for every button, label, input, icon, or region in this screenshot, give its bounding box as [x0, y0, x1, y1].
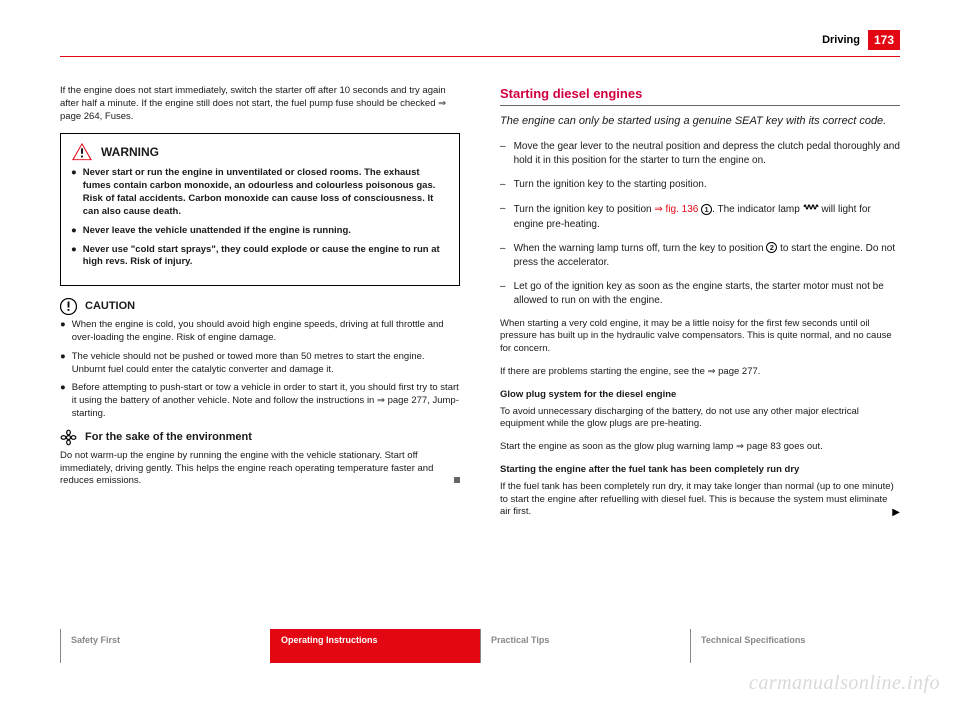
footer-tab-operating[interactable]: Operating Instructions — [270, 629, 480, 663]
warning-box: WARNING ●Never start or run the engine i… — [60, 133, 460, 286]
header-rule — [60, 56, 900, 57]
step-item: –Move the gear lever to the neutral posi… — [500, 140, 900, 168]
glow-coil-icon — [803, 202, 819, 217]
noise-note: When starting a very cold engine, it may… — [500, 318, 900, 356]
warning-text: Never use "cold start sprays", they coul… — [83, 244, 449, 270]
warning-text: Never leave the vehicle unattended if th… — [83, 225, 351, 238]
caution-title: CAUTION — [85, 299, 135, 314]
position-badge: 2 — [766, 242, 777, 253]
page-number: 173 — [868, 30, 900, 50]
step-item: – Turn the ignition key to position ⇒ fi… — [500, 202, 900, 231]
warning-title: WARNING — [101, 144, 159, 160]
warning-item: ●Never start or run the engine in unvent… — [71, 167, 449, 218]
step-text: When the warning lamp turns off, turn th… — [514, 242, 900, 270]
position-badge: 1 — [701, 204, 712, 215]
caution-item: ●The vehicle should not be pushed or tow… — [60, 351, 460, 377]
footer-tab-safety[interactable]: Safety First — [60, 629, 270, 663]
warning-header: WARNING — [71, 142, 449, 161]
caution-circle-icon — [60, 298, 77, 315]
warning-item: ●Never use "cold start sprays", they cou… — [71, 244, 449, 270]
footer-nav: Safety First Operating Instructions Prac… — [60, 629, 900, 663]
right-column: Starting diesel engines The engine can o… — [500, 85, 900, 529]
caution-item: ●When the engine is cold, you should avo… — [60, 319, 460, 345]
dash-icon: – — [500, 242, 506, 270]
footer-tab-specs[interactable]: Technical Specifications — [690, 629, 900, 663]
footer-tab-practical[interactable]: Practical Tips — [480, 629, 690, 663]
bullet-dot-icon: ● — [60, 319, 66, 345]
left-column: If the engine does not start immediately… — [60, 85, 460, 529]
page-header: Driving 173 — [60, 30, 900, 50]
dash-icon: – — [500, 280, 506, 308]
bullet-dot-icon: ● — [71, 244, 77, 270]
dry-text: If the fuel tank has been completely run… — [500, 481, 894, 518]
intro-para: If the engine does not start immediately… — [60, 85, 460, 123]
warning-triangle-icon — [71, 142, 93, 161]
environment-text: Do not warm-up the engine by running the… — [60, 450, 460, 488]
continue-arrow-icon: ▶ — [892, 506, 900, 520]
step3-a: Turn the ignition key to position — [514, 205, 655, 216]
dash-icon: – — [500, 178, 506, 192]
env-body: Do not warm-up the engine by running the… — [60, 450, 433, 487]
section-intro: The engine can only be started using a g… — [500, 114, 900, 129]
dash-icon: – — [500, 140, 506, 168]
caution-item: ●Before attempting to push-start or tow … — [60, 382, 460, 420]
section-end-icon — [454, 477, 460, 483]
flower-icon — [60, 429, 77, 446]
dash-icon: – — [500, 202, 506, 231]
glow-p1: To avoid unnecessary discharging of the … — [500, 406, 900, 432]
step-item: – When the warning lamp turns off, turn … — [500, 242, 900, 270]
caution-text: Before attempting to push-start or tow a… — [72, 382, 460, 420]
warning-text: Never start or run the engine in unventi… — [83, 167, 449, 218]
environment-title: For the sake of the environment — [85, 430, 252, 445]
glow-p2: Start the engine as soon as the glow plu… — [500, 441, 900, 454]
warning-item: ● Never leave the vehicle unattended if t… — [71, 225, 449, 238]
dry-para: If the fuel tank has been completely run… — [500, 481, 900, 519]
step4-a: When the warning lamp turns off, turn th… — [514, 243, 767, 254]
bullet-dot-icon: ● — [71, 167, 77, 218]
page-container: Driving 173 If the engine does not start… — [0, 0, 960, 529]
caution-header: CAUTION — [60, 298, 460, 315]
bullet-dot-icon: ● — [60, 351, 66, 377]
watermark: carmanualsonline.info — [749, 672, 940, 695]
step-item: –Turn the ignition key to the starting p… — [500, 178, 900, 192]
caution-text: When the engine is cold, you should avoi… — [72, 319, 460, 345]
step-text: Turn the ignition key to the starting po… — [514, 178, 707, 192]
dry-heading: Starting the engine after the fuel tank … — [500, 464, 900, 477]
glow-heading: Glow plug system for the diesel engine — [500, 389, 900, 402]
bullet-dot-icon: ● — [60, 382, 66, 420]
section-heading: Starting diesel engines — [500, 85, 900, 106]
problems-note: If there are problems starting the engin… — [500, 366, 900, 379]
step-text: Let go of the ignition key as soon as th… — [514, 280, 900, 308]
figure-ref: ⇒ fig. 136 — [654, 205, 698, 216]
step-item: –Let go of the ignition key as soon as t… — [500, 280, 900, 308]
caution-text: The vehicle should not be pushed or towe… — [72, 351, 460, 377]
environment-header: For the sake of the environment — [60, 429, 460, 446]
step-text: Turn the ignition key to position ⇒ fig.… — [514, 202, 900, 231]
bullet-dot-icon: ● — [71, 225, 77, 238]
content-columns: If the engine does not start immediately… — [60, 85, 900, 529]
step3-b: . The indicator lamp — [712, 205, 802, 216]
section-name: Driving — [822, 34, 860, 46]
step-text: Move the gear lever to the neutral posit… — [514, 140, 900, 168]
